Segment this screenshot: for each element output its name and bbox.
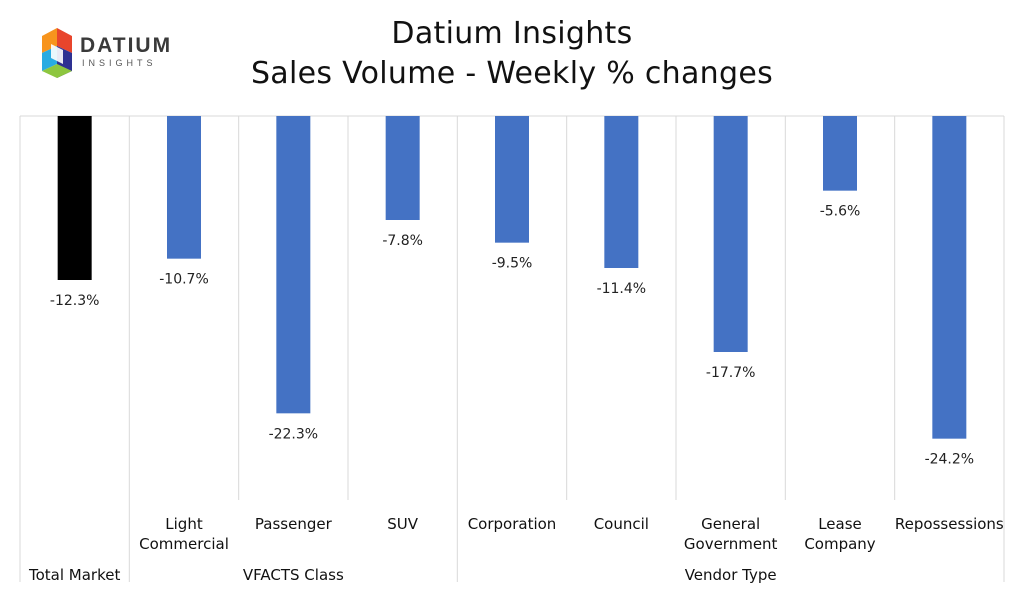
category-label: General (701, 515, 760, 533)
data-label: -9.5% (492, 256, 533, 272)
bar (604, 116, 639, 268)
data-label: -12.3% (50, 293, 100, 309)
logo-tagline: INSIGHTS (82, 58, 157, 68)
logo-name: DATIUM (80, 34, 172, 57)
category-label: Company (804, 535, 875, 553)
category-label: Government (684, 535, 778, 553)
bar (385, 116, 420, 220)
bar (823, 116, 857, 191)
category-label: Corporation (468, 515, 557, 533)
data-label: -17.7% (706, 365, 756, 381)
group-label: VFACTS Class (243, 566, 344, 584)
data-label: -24.2% (925, 452, 975, 468)
category-label: SUV (387, 515, 419, 533)
data-label: -5.6% (820, 204, 861, 220)
category-label: Passenger (255, 515, 333, 533)
chart-subtitle: Sales Volume - Weekly % changes (250, 56, 774, 91)
category-label: Repossessions (895, 515, 1004, 533)
group-label: Total Market (28, 566, 120, 584)
bar (57, 116, 92, 280)
bar (932, 116, 967, 439)
category-label: Commercial (139, 535, 229, 553)
data-label: -7.8% (382, 233, 423, 249)
bar (276, 116, 311, 414)
bar (495, 116, 529, 243)
category-label: Council (594, 515, 649, 533)
data-label: -11.4% (597, 281, 647, 297)
group-label: Vendor Type (685, 566, 777, 584)
data-label: -10.7% (159, 272, 209, 288)
category-label: Lease (818, 515, 862, 533)
datium-logo: DATIUM INSIGHTS (42, 28, 172, 78)
chart-title: Datium Insights (391, 16, 633, 51)
bar (713, 116, 748, 352)
category-label: Light (165, 515, 203, 533)
data-label: -22.3% (269, 426, 319, 442)
bar (167, 116, 201, 259)
